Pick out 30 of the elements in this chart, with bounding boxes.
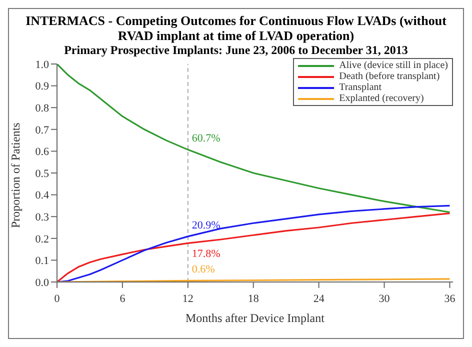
chart-subtitle: Primary Prospective Implants: June 23, 2006 to December 31, 2013 bbox=[63, 43, 409, 58]
x-tick-label: 12 bbox=[182, 293, 194, 305]
y-tick-label: 0.1 bbox=[35, 255, 49, 268]
y-tick-label: 0.3 bbox=[35, 212, 50, 224]
y-tick-label: 0.2 bbox=[35, 233, 49, 246]
data-label: 17.8% bbox=[192, 248, 220, 260]
legend-label: Explanted (recovery) bbox=[339, 93, 424, 104]
x-tick-label: 36 bbox=[444, 293, 456, 305]
y-tick-label: 0.7 bbox=[35, 124, 50, 136]
legend-label: Transplant bbox=[339, 82, 382, 93]
y-tick-label: 0.0 bbox=[35, 276, 50, 289]
chart-title: INTERMACS - Competing Outcomes for Continuous Flow LVADs (without RVAD implant at time of LVAD operation) bbox=[24, 13, 448, 43]
x-tick-label: 0 bbox=[54, 293, 60, 305]
data-label: 60.7% bbox=[192, 132, 220, 145]
y-tick-label: 0.9 bbox=[35, 80, 50, 93]
x-axis-title: Months after Device Implant bbox=[186, 311, 326, 325]
legend-label: Alive (device still in place) bbox=[339, 60, 448, 71]
y-tick-label: 1.0 bbox=[35, 58, 50, 71]
y-tick-label: 0.8 bbox=[35, 102, 50, 115]
y-tick-label: 0.5 bbox=[35, 168, 50, 180]
y-axis-title: Proportion of Patients bbox=[8, 122, 22, 228]
data-label: 0.6% bbox=[192, 264, 215, 276]
x-tick-label: 6 bbox=[120, 293, 126, 305]
x-tick-label: 18 bbox=[248, 293, 260, 305]
y-tick-label: 0.4 bbox=[35, 190, 50, 202]
x-tick-label: 24 bbox=[313, 293, 325, 305]
legend-label: Death (before transplant) bbox=[339, 71, 440, 82]
y-tick-label: 0.6 bbox=[35, 146, 50, 158]
data-label: 20.9% bbox=[192, 219, 220, 232]
x-tick-label: 30 bbox=[378, 293, 390, 305]
